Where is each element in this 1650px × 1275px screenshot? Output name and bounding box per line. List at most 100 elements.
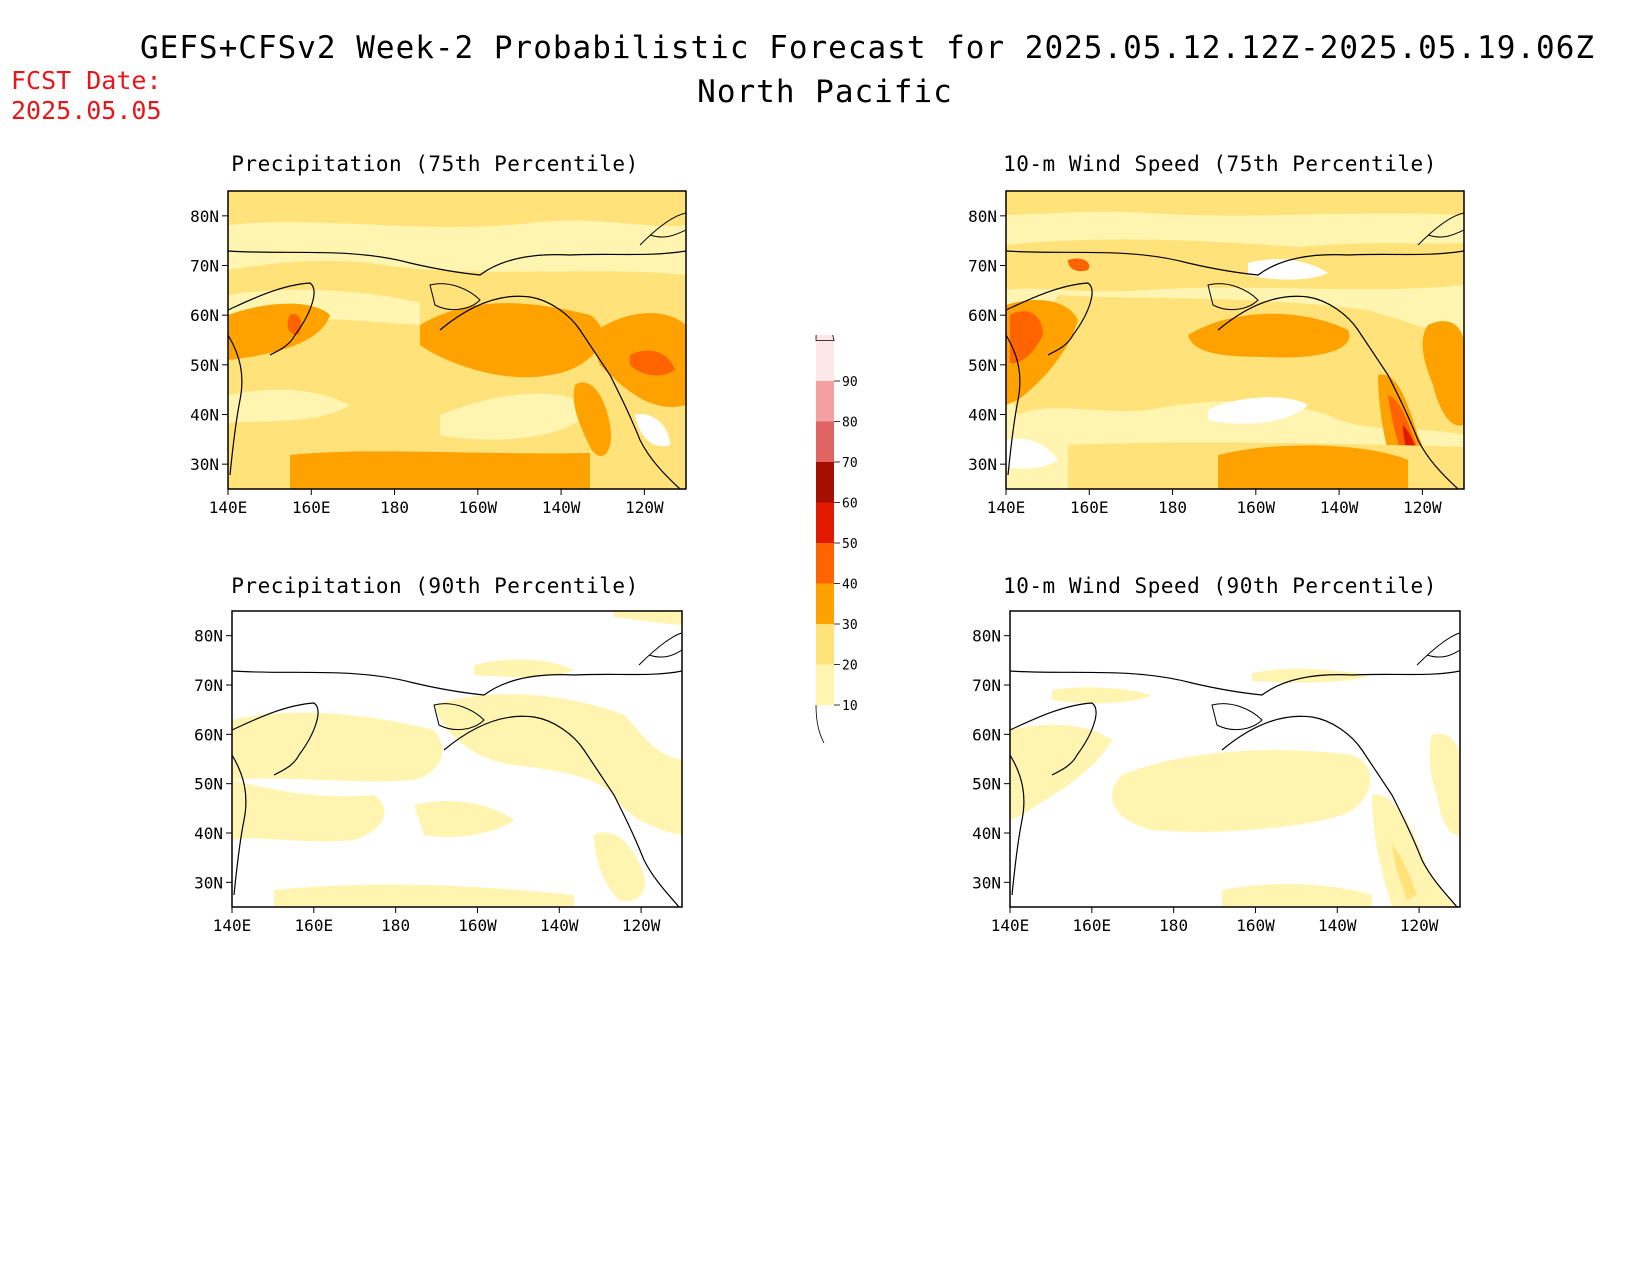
coastline	[439, 295, 681, 489]
colorbar-label: 80	[842, 416, 858, 431]
colorbar-swatch	[816, 664, 834, 705]
lat-ticks: 80N 70N 60N 50N 40N 30N	[190, 207, 228, 474]
colorbar-label: 60	[842, 497, 858, 512]
map-frame	[1009, 610, 1461, 908]
coastline	[1221, 715, 1458, 907]
lon-tick-label: 120W	[622, 916, 661, 935]
field-anomaly	[232, 780, 385, 842]
field-anomaly	[1218, 445, 1408, 489]
lon-ticks: 140E 160E 180 160W 140W 120W	[991, 907, 1439, 935]
field-blank	[1248, 259, 1328, 280]
lat-tick-label: 40N	[972, 824, 1001, 843]
colorbar-label: 70	[842, 456, 858, 471]
colorbar-underflow-cap	[815, 704, 825, 744]
lon-ticks: 140E 160E 180 160W 140W 120W	[209, 489, 664, 517]
lat-ticks: 80N 70N 60N 50N 40N 30N	[194, 627, 232, 892]
field-anomaly	[420, 303, 603, 378]
lat-tick-label: 30N	[972, 873, 1001, 892]
lon-tick-label: 140W	[1318, 916, 1357, 935]
lat-tick-label: 70N	[968, 257, 997, 276]
lon-tick-label: 120W	[1400, 916, 1439, 935]
field-anomaly	[290, 451, 590, 489]
lon-tick-label: 160E	[295, 916, 334, 935]
colorbar-swatch	[816, 583, 834, 624]
lon-tick-label: 140E	[213, 916, 252, 935]
panel-title-precip-90: Precipitation (90th Percentile)	[231, 574, 639, 598]
lon-tick-label: 120W	[1403, 498, 1442, 517]
lon-tick-label: 140W	[542, 498, 581, 517]
lon-tick-label: 160E	[1070, 498, 1109, 517]
map-panel-wind-75: 80N 70N 60N 50N 40N 30N 140E 160E 180 160W 140W 12…	[968, 190, 1465, 517]
field-anomaly	[1112, 750, 1371, 832]
coastline	[1010, 702, 1097, 776]
lon-tick-label: 140W	[1320, 498, 1359, 517]
map-frame	[1005, 190, 1465, 490]
field-anomaly	[232, 712, 443, 782]
colorbar-label: 90	[842, 375, 858, 390]
field-anomaly	[1372, 794, 1457, 907]
lon-tick-label: 160W	[459, 498, 498, 517]
lon-tick-label: 140W	[540, 916, 579, 935]
lon-tick-label: 140E	[991, 916, 1030, 935]
lat-tick-label: 40N	[190, 406, 219, 425]
lat-tick-label: 60N	[968, 306, 997, 325]
field-anomaly	[1422, 321, 1464, 426]
coastline	[1006, 282, 1093, 356]
colorbar-swatch	[816, 624, 834, 665]
colorbar-label: 50	[842, 537, 858, 552]
field-anomaly	[474, 659, 574, 678]
field-blank	[635, 414, 670, 447]
coastline	[1211, 703, 1263, 731]
lat-tick-label: 60N	[972, 725, 1001, 744]
lat-ticks: 80N 70N 60N 50N 40N 30N	[968, 207, 1006, 474]
lat-tick-label: 50N	[972, 775, 1001, 794]
coastline	[429, 283, 481, 311]
lon-tick-label: 180	[1158, 498, 1187, 517]
lat-tick-label: 40N	[194, 824, 223, 843]
field-anomaly	[1188, 313, 1350, 358]
coastline	[1217, 295, 1459, 489]
lat-tick-label: 80N	[968, 207, 997, 226]
map-frame	[227, 190, 687, 490]
field-anomaly	[573, 382, 611, 456]
coastline	[232, 670, 682, 696]
field-band	[1006, 295, 1464, 435]
field-anomaly	[434, 694, 682, 835]
colorbar-swatch	[816, 462, 834, 503]
coastline	[1010, 670, 1460, 696]
field-anomaly	[1222, 883, 1372, 907]
field-anomaly	[414, 800, 514, 837]
field-anomaly	[1010, 724, 1112, 820]
lon-tick-label: 180	[381, 916, 410, 935]
field-anomaly	[630, 350, 675, 376]
field-anomaly	[1068, 258, 1090, 272]
map-panel-precip-75: 80N 70N 60N 50N 40N 30N 140E 160E 180 160W 140W 12…	[190, 190, 687, 517]
colorbar-label: 10	[842, 699, 858, 714]
colorbar: 10 20 30 40 50 60 70 80 90	[815, 335, 858, 744]
region-subtitle: North Pacific	[697, 74, 953, 110]
field-anomaly	[614, 611, 682, 625]
coastline	[228, 282, 315, 356]
lat-tick-label: 80N	[972, 627, 1001, 646]
map-frame	[231, 610, 683, 908]
field-anomaly	[1429, 734, 1460, 836]
field-anomaly	[274, 884, 574, 907]
lat-tick-label: 30N	[194, 873, 223, 892]
lon-tick-label: 160W	[458, 916, 497, 935]
lat-tick-label: 40N	[968, 406, 997, 425]
colorbar-swatch	[816, 543, 834, 584]
colorbar-swatch	[816, 502, 834, 543]
colorbar-swatch	[816, 340, 834, 381]
field-anomaly	[1052, 687, 1152, 704]
coastline	[1207, 283, 1259, 311]
lon-tick-label: 160E	[292, 498, 331, 517]
lon-tick-label: 160E	[1073, 916, 1112, 935]
lon-tick-label: 180	[1159, 916, 1188, 935]
coastline	[1010, 754, 1025, 896]
field-anomaly	[1010, 311, 1043, 364]
map-panel-wind-90: 80N 70N 60N 50N 40N 30N 140E 160E 180 160W 140W 12…	[972, 610, 1461, 935]
forecast-date-value: 2025.05.05	[11, 96, 162, 125]
lon-tick-label: 120W	[625, 498, 664, 517]
lat-tick-label: 30N	[190, 455, 219, 474]
coastline	[433, 703, 485, 731]
